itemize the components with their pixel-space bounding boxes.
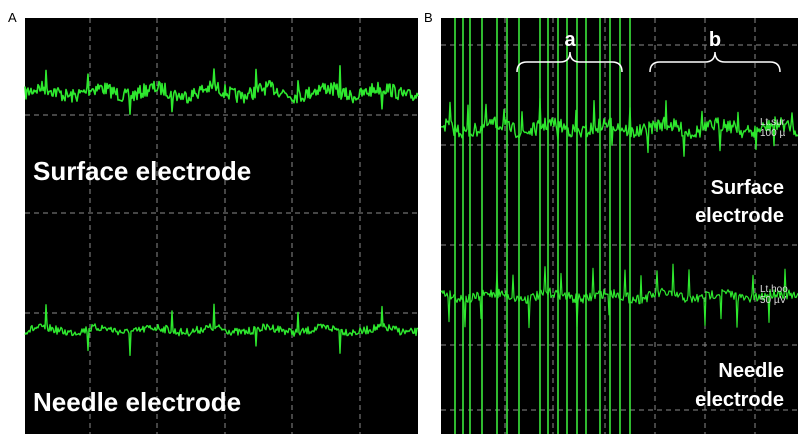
trace-label: Needle: [718, 360, 784, 382]
trace-label: electrode: [695, 205, 784, 227]
scale-label: 100 µ: [760, 128, 785, 139]
trace-label: Surface: [711, 177, 784, 199]
panel-a-screen: [25, 18, 418, 434]
channel-label: Lt.sur: [760, 117, 786, 128]
bracket-label: b: [709, 29, 721, 51]
panel-label: B: [424, 10, 433, 25]
bracket-label: a: [564, 29, 576, 51]
trace-label: Surface electrode: [33, 156, 251, 186]
scale-label: 50 µV: [760, 295, 787, 306]
page: {"panels": [ {"label": "A", "traces": [{…: [0, 0, 798, 436]
channel-label: Lt.hoo: [760, 284, 788, 295]
panel-label: A: [8, 10, 17, 25]
trace-label: electrode: [695, 389, 784, 411]
trace-label: Needle electrode: [33, 387, 241, 417]
figure: A B a b Surface electrode Needle electro…: [0, 0, 798, 436]
